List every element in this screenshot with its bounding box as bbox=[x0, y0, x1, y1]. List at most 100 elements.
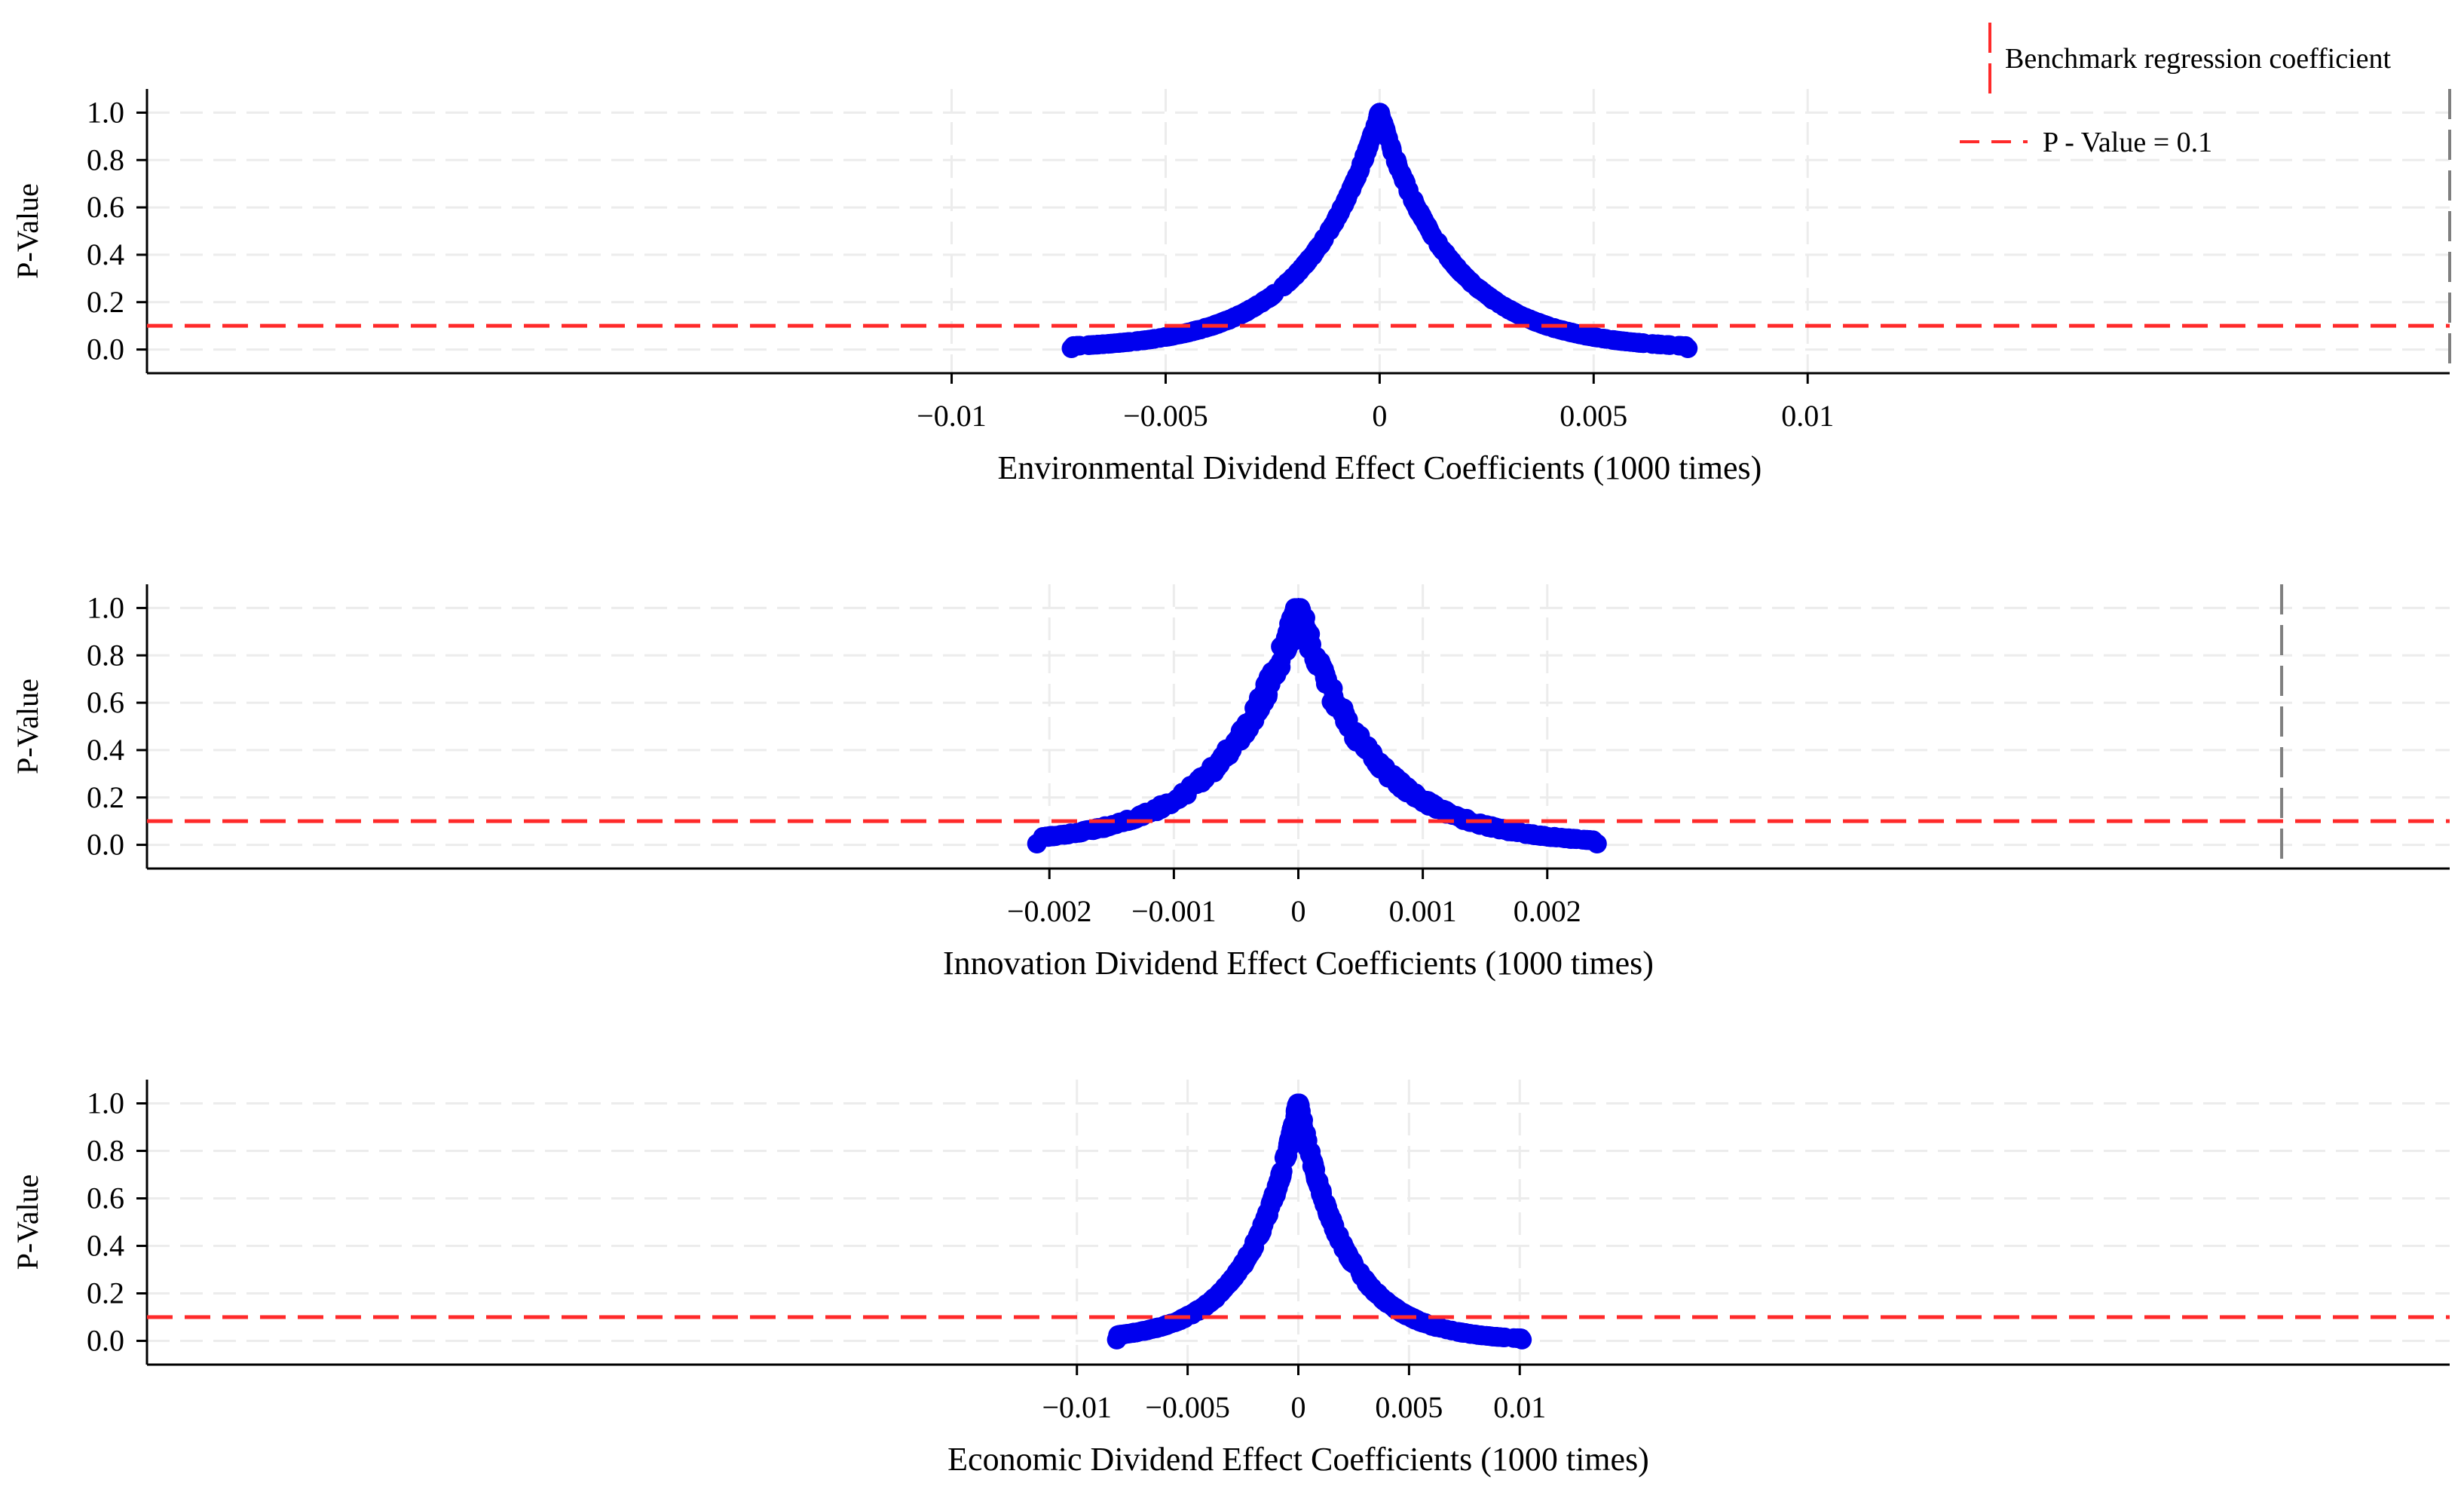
y-tick-label: 0.0 bbox=[87, 1324, 124, 1358]
data-point bbox=[1633, 333, 1653, 354]
data-point bbox=[1375, 757, 1395, 777]
data-point bbox=[1311, 1182, 1331, 1203]
x-tick-label: 0.01 bbox=[1493, 1390, 1546, 1424]
x-tick-label: 0 bbox=[1372, 399, 1387, 433]
data-point bbox=[1437, 802, 1457, 823]
data-point bbox=[1561, 829, 1581, 849]
x-axis-title: Economic Dividend Effect Coefficients (1… bbox=[947, 1441, 1649, 1478]
data-point bbox=[1488, 818, 1508, 838]
data-point bbox=[1546, 827, 1566, 847]
scatter-series bbox=[1061, 103, 1698, 359]
y-tick-label: 0.4 bbox=[87, 237, 124, 271]
y-tick-label: 0.0 bbox=[87, 828, 124, 862]
data-point bbox=[1143, 329, 1164, 349]
data-point bbox=[1342, 179, 1362, 200]
x-tick-label: 0 bbox=[1291, 894, 1306, 928]
data-point bbox=[1651, 335, 1671, 355]
data-point bbox=[1385, 1298, 1405, 1319]
x-tick-label: 0 bbox=[1291, 1390, 1306, 1424]
data-point bbox=[1436, 243, 1456, 263]
data-point bbox=[1462, 274, 1483, 294]
data-point bbox=[1151, 799, 1171, 820]
legend-benchmark-label: Benchmark regression coefficient bbox=[2005, 43, 2392, 75]
y-tick-label: 1.0 bbox=[87, 95, 124, 129]
y-axis-title: P-Value bbox=[11, 183, 44, 279]
data-point bbox=[1678, 339, 1698, 359]
y-tick-label: 0.2 bbox=[87, 1276, 124, 1310]
scatter-series bbox=[1027, 598, 1607, 854]
data-point bbox=[1224, 308, 1244, 328]
data-point bbox=[1306, 650, 1327, 670]
y-tick-label: 0.6 bbox=[87, 1181, 124, 1215]
x-tick-label: −0.01 bbox=[917, 399, 987, 433]
data-point bbox=[1027, 834, 1047, 854]
data-point bbox=[1575, 326, 1596, 346]
legend: Benchmark regression coefficient P - Val… bbox=[1960, 23, 2392, 158]
y-tick-label: 0.2 bbox=[87, 285, 124, 319]
data-point bbox=[1507, 304, 1527, 324]
data-point bbox=[1201, 1290, 1222, 1310]
y-tick-label: 0.4 bbox=[87, 733, 124, 767]
x-tick-label: −0.005 bbox=[1123, 399, 1208, 433]
data-point bbox=[1266, 665, 1287, 685]
data-point bbox=[1340, 1250, 1361, 1270]
y-axis-title: P-Value bbox=[11, 1175, 44, 1270]
data-point bbox=[1338, 709, 1358, 730]
data-point bbox=[1357, 736, 1378, 756]
data-point bbox=[1325, 692, 1345, 712]
data-point bbox=[1518, 823, 1538, 844]
y-tick-label: 0.8 bbox=[87, 142, 124, 176]
data-point bbox=[1319, 1203, 1339, 1224]
data-point bbox=[1334, 195, 1354, 215]
data-point bbox=[1271, 1165, 1291, 1185]
data-point bbox=[1294, 623, 1315, 643]
x-axis-title: Innovation Dividend Effect Coefficients … bbox=[943, 945, 1654, 982]
y-tick-label: 0.8 bbox=[87, 1134, 124, 1168]
y-tick-label: 0.0 bbox=[87, 332, 124, 366]
data-point bbox=[1302, 245, 1323, 265]
data-point bbox=[1102, 815, 1122, 835]
x-tick-label: 0.002 bbox=[1514, 894, 1581, 928]
data-point bbox=[1375, 118, 1395, 138]
data-point bbox=[1422, 1316, 1443, 1336]
data-point bbox=[1107, 1329, 1127, 1350]
y-tick-label: 0.2 bbox=[87, 780, 124, 814]
x-tick-label: −0.001 bbox=[1131, 894, 1217, 928]
panels: 0.0 0.2 0.4 0.6 0.8 1.0 −0.01 −0.005 0 0.005 0.01 P… bbox=[11, 89, 2451, 1478]
data-point bbox=[1061, 339, 1082, 359]
panel-3: 0.0 0.2 0.4 0.6 0.8 1.0 −0.01 −0.005 0 0.005 0.01 P… bbox=[11, 1080, 2450, 1478]
data-point bbox=[1171, 324, 1191, 345]
data-point bbox=[1124, 1322, 1144, 1343]
y-tick-label: 1.0 bbox=[87, 590, 124, 624]
x-tick-label: −0.01 bbox=[1042, 1390, 1112, 1424]
data-point bbox=[1219, 1272, 1239, 1292]
y-tick-label: 0.4 bbox=[87, 1229, 124, 1263]
scatter-series bbox=[1107, 1093, 1532, 1350]
data-point bbox=[1100, 333, 1121, 354]
data-point bbox=[1483, 290, 1503, 310]
data-point bbox=[1231, 1258, 1251, 1278]
data-point bbox=[1126, 331, 1146, 351]
x-tick-label: −0.005 bbox=[1145, 1390, 1230, 1424]
data-point bbox=[1414, 210, 1434, 230]
data-point bbox=[1188, 320, 1208, 340]
x-tick-label: −0.002 bbox=[1007, 894, 1092, 928]
y-tick-label: 0.6 bbox=[87, 685, 124, 719]
y-tick-label: 0.8 bbox=[87, 638, 124, 672]
data-point bbox=[1532, 314, 1552, 334]
data-point bbox=[1330, 1229, 1350, 1249]
data-point bbox=[1302, 1155, 1323, 1175]
data-point bbox=[1357, 140, 1377, 161]
data-point bbox=[1486, 1327, 1506, 1347]
x-tick-label: 0.001 bbox=[1389, 894, 1457, 928]
data-point bbox=[1127, 808, 1147, 829]
data-point bbox=[1245, 705, 1266, 725]
y-axis-title: P-Value bbox=[11, 679, 44, 774]
data-point bbox=[1359, 1277, 1379, 1298]
data-point bbox=[1452, 808, 1472, 829]
x-tick-label: 0.01 bbox=[1781, 399, 1834, 433]
data-point bbox=[1263, 1190, 1284, 1211]
data-point bbox=[1587, 834, 1607, 854]
data-point bbox=[1051, 825, 1071, 845]
data-point bbox=[1230, 731, 1250, 751]
